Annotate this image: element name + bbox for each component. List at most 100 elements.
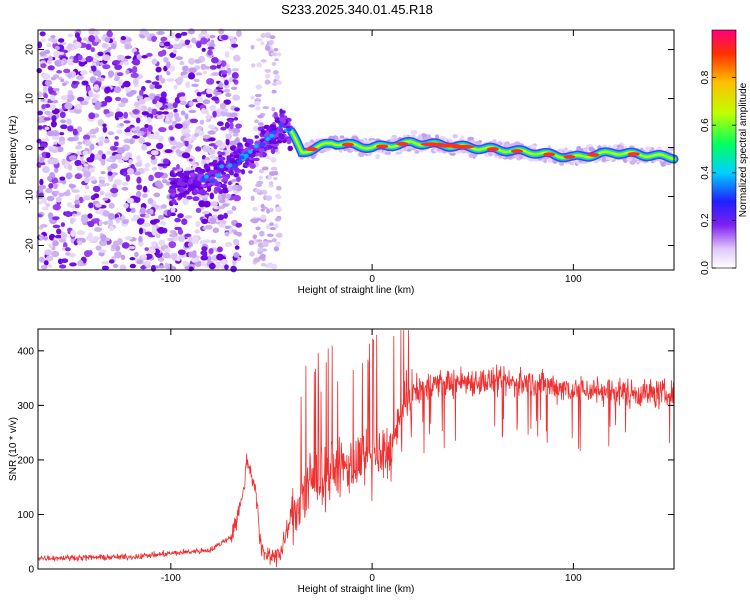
spectrogram-noise-blob (37, 184, 47, 190)
spectrogram-noise-blob (231, 43, 239, 48)
spectrogram-noise-blob (231, 67, 240, 72)
spectrogram-noise-blob (95, 101, 102, 107)
spectrogram-noise-blob (57, 140, 66, 145)
spectrogram-noise-blob (54, 190, 60, 195)
spectrogram-noise-blob (96, 77, 105, 82)
spectrogram-noise-blob (202, 251, 208, 259)
spectrogram-ridge-halo (273, 111, 278, 118)
spectrogram-noise-blob (138, 99, 146, 105)
spectrogram-ridge-halo (222, 176, 229, 182)
spectrogram-noise-blob (123, 120, 131, 124)
spectrogram-noise-blob (126, 197, 135, 204)
spectrogram-noise-blob (155, 142, 164, 150)
spectrogram-noise-blob (133, 196, 141, 203)
spectrogram-noise-blob (273, 48, 279, 52)
spectrogram-noise-blob (43, 260, 49, 266)
spectrogram-noise-blob (158, 74, 163, 82)
spectrogram-ridge-halo (287, 145, 293, 152)
spectrogram-noise-blob (46, 130, 55, 137)
spectrogram-noise-blob (90, 195, 96, 201)
spectrogram-noise-blob (88, 30, 95, 35)
spectrogram-noise-blob (172, 49, 177, 54)
spectrogram-hotspot (543, 152, 556, 157)
spectrogram-noise-blob (58, 192, 65, 197)
spectrogram-noise-blob (40, 63, 47, 69)
spectrogram-noise-blob (209, 104, 217, 112)
spectrogram-noise-blob (38, 234, 44, 241)
spectrogram-noise-blob (268, 39, 274, 45)
spectrogram-ridge-halo (177, 178, 183, 182)
spectrogram-noise-blob (201, 107, 207, 115)
spectrogram-noise-blob (184, 39, 190, 46)
spectrogram-noise-blob (274, 223, 279, 229)
spectrogram-noise-blob (45, 79, 52, 85)
spectrogram-noise-blob (80, 70, 88, 76)
spectrogram-ridge-halo (192, 182, 196, 189)
spectrogram-noise-blob (217, 193, 222, 202)
spectrogram-noise-blob (60, 258, 69, 264)
spectrogram-hotspot (450, 144, 475, 149)
spectrogram-noise-blob (89, 143, 95, 151)
spectrogram-noise-blob (141, 111, 150, 116)
spectrogram-noise-blob (201, 159, 207, 165)
spectrogram-noise-blob (206, 88, 213, 95)
spectrogram-noise-blob (135, 162, 143, 167)
spectrogram-noise-blob (202, 99, 211, 105)
spectrogram-noise-blob (229, 112, 238, 118)
spectrogram-noise-blob (71, 189, 80, 193)
spectrogram-noise-blob (160, 204, 168, 209)
spectrogram-noise-blob (138, 235, 143, 243)
spectrogram-noise-blob (256, 38, 263, 42)
spectrogram-noise-blob (144, 214, 150, 219)
spectrogram-noise-blob (218, 81, 223, 88)
spectrogram-noise-blob (146, 52, 153, 57)
spectrogram-noise-blob (37, 125, 43, 130)
spectrogram-noise-blob (74, 173, 82, 180)
spectrogram-ridge-blob (243, 153, 249, 158)
spectrogram-noise-blob (41, 138, 50, 142)
spectrogram-noise-blob (265, 73, 271, 79)
spectrogram-noise-blob (60, 232, 67, 240)
spectrogram-noise-blob (105, 86, 111, 93)
spectrogram-noise-blob (260, 203, 265, 209)
spectrogram-noise-blob (265, 223, 271, 230)
spectrogram-noise-blob (100, 100, 108, 107)
spectrogram-noise-blob (277, 52, 282, 57)
spectrogram-noise-blob (60, 119, 67, 124)
spectrogram-noise-blob (195, 126, 203, 130)
spectrogram-noise-blob (206, 78, 215, 85)
colorbar-gradient (711, 29, 737, 269)
spectrogram-noise-blob (157, 226, 165, 234)
spectrogram-noise-blob (179, 60, 185, 66)
spectrogram-x-ticks: -100 0 100 (161, 30, 582, 285)
spectrogram-noise-blob (231, 72, 239, 79)
spectrogram-noise-blob (225, 193, 231, 200)
spectrogram-noise-blob (274, 74, 280, 81)
spectrogram-noise-blob (107, 165, 112, 173)
spectrogram-noise-blob (155, 111, 164, 115)
spectrogram-noise-blob (60, 124, 68, 130)
spectrogram-noise-blob (223, 83, 230, 89)
spectrogram-noise-blob (260, 262, 267, 267)
colorbar-label: Normalized spectral amplitude (738, 82, 749, 217)
spectrogram-noise-blob (150, 150, 159, 156)
spectrogram-noise-blob (102, 197, 109, 201)
spectrogram-noise-blob (125, 174, 131, 182)
spectrogram-noise-blob (45, 188, 53, 194)
spectrogram-noise-blob (92, 93, 100, 99)
spectrogram-noise-blob (188, 101, 194, 106)
spectrogram-noise-blob (52, 157, 59, 165)
spectrogram-noise-blob (209, 34, 216, 39)
spectrogram-noise-blob (169, 212, 177, 217)
spectrogram-noise-blob (195, 72, 203, 76)
spectrogram-noise-blob (200, 63, 207, 71)
spectrogram-noise-blob (232, 238, 240, 246)
spectrogram-noise-blob (255, 106, 261, 111)
spectrogram-noise-blob (160, 91, 167, 99)
spectrogram-noise-blob (129, 263, 137, 269)
spectrogram-noise-blob (40, 98, 46, 102)
spectrogram-noise-blob (271, 106, 276, 112)
spectrogram-ridge-halo (207, 170, 214, 175)
spectrogram-ridge-halo (271, 125, 277, 132)
spectrogram-noise-blob (114, 251, 122, 259)
